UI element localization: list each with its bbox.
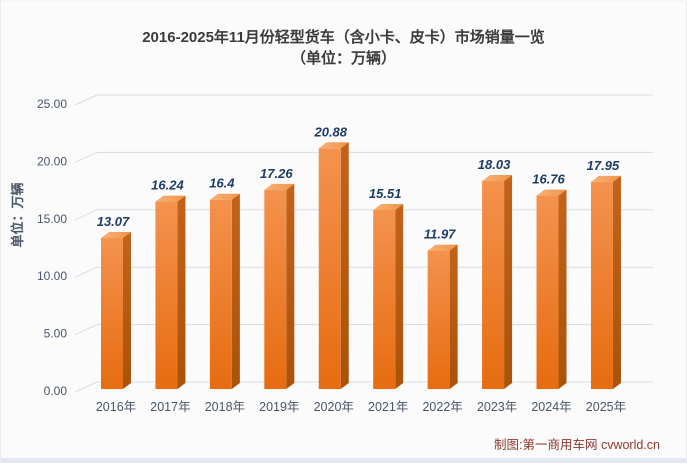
- bar-side-face: [612, 175, 621, 389]
- chart-title-block: 2016-2025年11月份轻型货车（含小卡、皮卡）市场销量一览 （单位：万辆）: [1, 27, 686, 69]
- y-tick-label: 10.00: [37, 269, 67, 283]
- y-tick-label: 0.00: [44, 384, 68, 398]
- bar-value-label: 20.88: [313, 124, 347, 139]
- gridline-depth-segment: [74, 94, 98, 106]
- bar-top-face: [536, 189, 567, 196]
- chart-subtitle: （单位：万辆）: [290, 50, 396, 67]
- gridline-depth-segment: [74, 209, 98, 221]
- x-axis-label: 2024年: [531, 400, 571, 414]
- gridline-depth-segment: [74, 381, 98, 393]
- bar-front-face: [101, 237, 123, 389]
- bar-top-face: [155, 195, 186, 202]
- bar-front-face: [373, 209, 396, 389]
- x-axis-label: 2020年: [314, 400, 354, 414]
- x-axis-label: 2016年: [96, 400, 136, 414]
- y-tick-label: 5.00: [44, 327, 68, 341]
- bar-value-label: 11.97: [424, 227, 456, 242]
- y-tick-label: 15.00: [37, 212, 67, 226]
- bar-top-face: [373, 203, 404, 210]
- bar-front-face: [318, 148, 341, 389]
- x-axis-label: 2025年: [586, 400, 626, 414]
- bar-front-face: [264, 189, 287, 389]
- x-axis-label: 2018年: [205, 400, 245, 414]
- bar-side-face: [558, 189, 567, 389]
- x-axis-label: 2023年: [477, 400, 517, 414]
- x-axis-label: 2017年: [150, 400, 190, 414]
- bar-side-face: [286, 183, 295, 389]
- bar-top-face: [427, 244, 458, 251]
- chart-title: 2016-2025年11月份轻型货车（含小卡、皮卡）市场销量一览: [142, 29, 545, 46]
- bar-top-face: [209, 193, 240, 200]
- bar-top-face: [318, 142, 349, 149]
- bar-side-face: [231, 193, 240, 389]
- x-axis-label: 2022年: [422, 400, 462, 414]
- gridline-depth-segment: [74, 151, 98, 163]
- bar-value-label: 16.4: [209, 176, 235, 191]
- bar-value-label: 17.95: [587, 158, 620, 173]
- bar-front-face: [209, 199, 232, 389]
- bar-front-face: [155, 201, 178, 389]
- bar-front-face: [536, 195, 559, 389]
- x-axis-label: 2021年: [368, 400, 408, 414]
- credit-text: 制图:第一商用车网 cvworld.cn: [494, 438, 660, 452]
- gridline-depth-segment: [74, 324, 98, 336]
- y-axis-title: 单位：万辆: [10, 182, 25, 247]
- y-tick-label: 20.00: [37, 154, 67, 168]
- bar-value-label: 16.24: [151, 178, 184, 193]
- bar-side-face: [504, 175, 513, 389]
- bar-side-face: [449, 244, 458, 389]
- bar-value-label: 16.76: [532, 172, 565, 187]
- bottom-border-strip: [1, 458, 686, 463]
- y-tick-label: 25.00: [37, 97, 67, 111]
- bar-top-face: [101, 231, 131, 238]
- bar-value-label: 13.07: [97, 214, 130, 229]
- bar-side-face: [395, 203, 404, 389]
- bar-value-label: 17.26: [260, 166, 293, 181]
- gridline-depth-segment: [74, 266, 98, 278]
- bar-value-label: 15.51: [369, 186, 402, 201]
- bar-top-face: [264, 183, 295, 190]
- bar-side-face: [123, 231, 131, 389]
- bar-value-label: 18.03: [478, 157, 511, 172]
- bar-front-face: [590, 181, 613, 389]
- x-axis-label: 2019年: [259, 400, 299, 414]
- bar-side-face: [177, 195, 186, 389]
- bar-side-face: [340, 142, 349, 389]
- bar-front-face: [427, 250, 450, 389]
- bar-top-face: [590, 175, 621, 182]
- bar-front-face: [482, 181, 505, 389]
- bar-top-face: [482, 175, 513, 182]
